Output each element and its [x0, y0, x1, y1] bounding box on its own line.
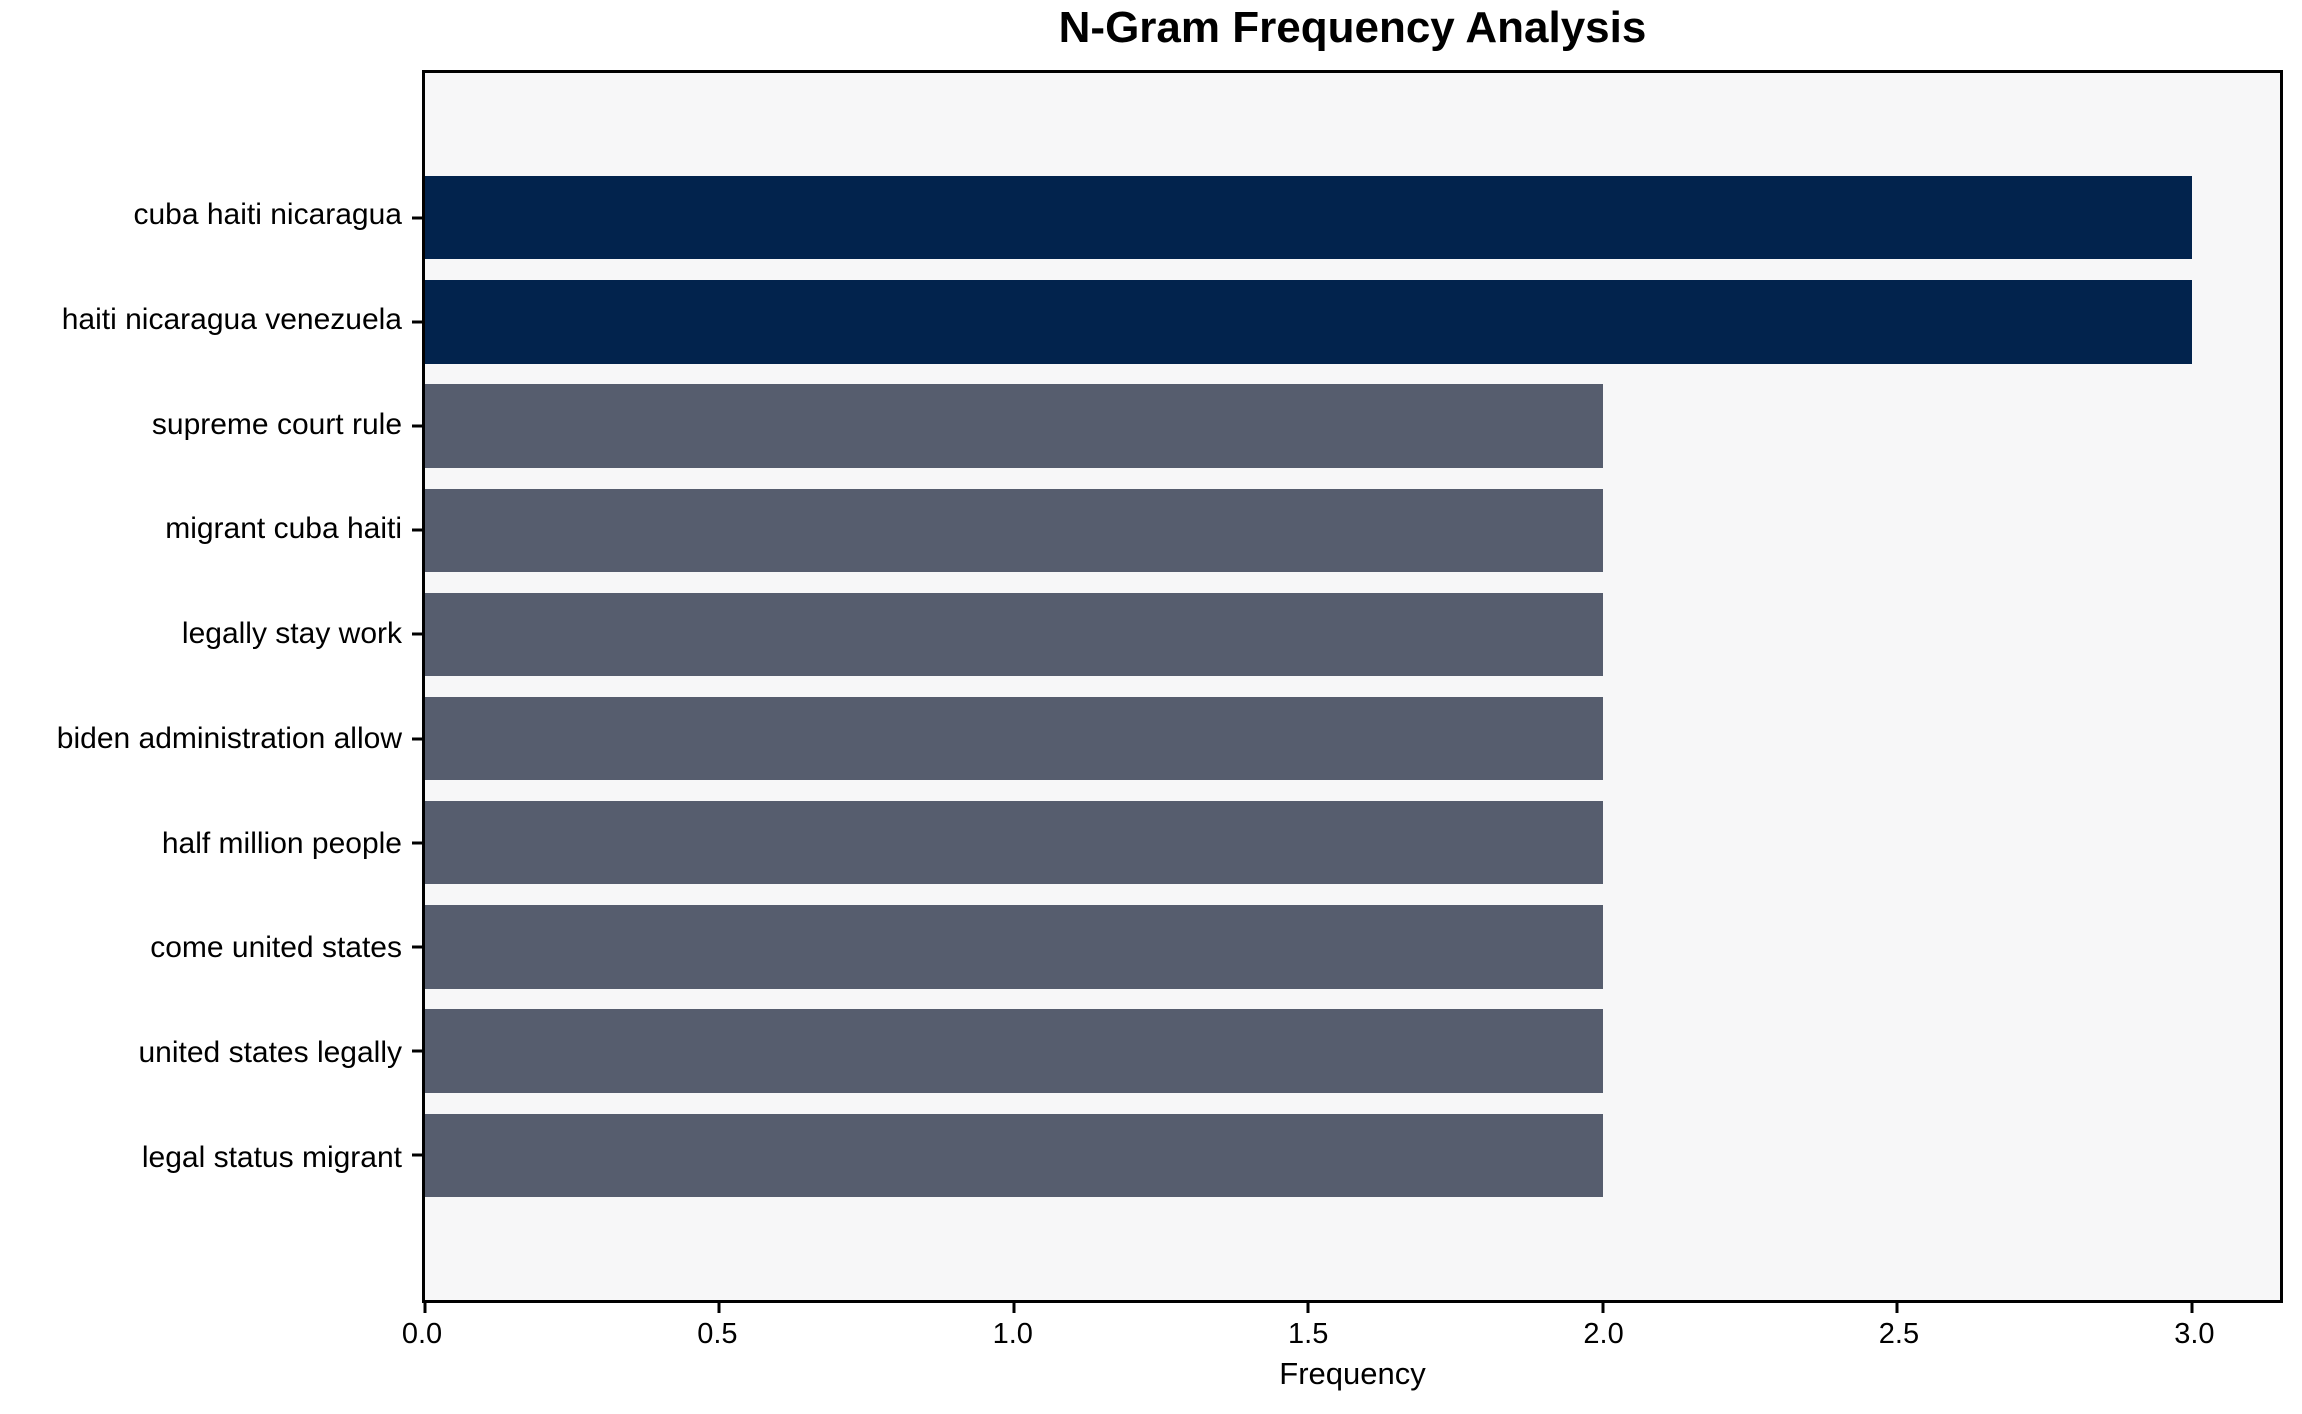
x-tick	[423, 1303, 427, 1313]
x-tick	[1306, 1303, 1310, 1313]
y-tick	[412, 1049, 422, 1053]
y-tick	[412, 424, 422, 428]
y-tick	[412, 320, 422, 324]
bar-come-united-states	[425, 905, 1603, 989]
y-tick	[412, 528, 422, 532]
y-axis-label: half million people	[161, 826, 402, 860]
x-tick-label: 2.0	[1583, 1318, 1624, 1350]
y-axis-label: legally stay work	[181, 617, 402, 651]
y-axis-label: legal status migrant	[141, 1140, 402, 1174]
x-tick-label: 1.5	[1288, 1318, 1329, 1350]
bar-legal-status-migrant	[425, 1113, 1603, 1197]
y-tick	[412, 632, 422, 636]
y-tick	[412, 216, 422, 220]
y-axis-label: united states legally	[138, 1035, 403, 1069]
bar-migrant-cuba-haiti	[425, 488, 1603, 572]
y-axis-label: haiti nicaragua venezuela	[61, 303, 402, 337]
bar-united-states-legally	[425, 1009, 1603, 1093]
bar-biden-administration-allow	[425, 696, 1603, 781]
x-tick	[717, 1303, 721, 1313]
bar-haiti-nicaragua-venezuela	[425, 280, 2192, 364]
x-tick	[2190, 1303, 2194, 1313]
x-tick	[1895, 1303, 1899, 1313]
y-axis-label: cuba haiti nicaragua	[133, 198, 402, 232]
y-tick	[412, 945, 422, 949]
bar-half-million-people	[425, 801, 1603, 885]
bar-legally-stay-work	[425, 592, 1603, 677]
chart-title: N-Gram Frequency Analysis	[1058, 3, 1647, 52]
y-axis-label: come united states	[150, 931, 402, 965]
x-tick-label: 2.5	[1878, 1318, 1920, 1350]
x-tick	[1601, 1303, 1605, 1313]
x-tick-label: 0.0	[401, 1318, 443, 1350]
x-tick-label: 0.5	[697, 1318, 738, 1350]
y-tick	[412, 737, 422, 741]
y-axis-label: biden administration allow	[56, 721, 402, 755]
plot-area	[412, 70, 2283, 1313]
y-axis-label: migrant cuba haiti	[165, 512, 402, 546]
x-tick	[1012, 1303, 1016, 1313]
bar-cuba-haiti-nicaragua	[425, 176, 2192, 260]
y-axis-label: supreme court rule	[151, 407, 402, 441]
x-tick-label: 3.0	[2174, 1318, 2215, 1350]
bar-supreme-court-rule	[425, 384, 1603, 468]
y-tick	[412, 841, 422, 845]
y-axis-labels: cuba haiti nicaragua haiti nicaragua vene…	[0, 70, 402, 1303]
x-tick-label: 1.0	[992, 1318, 1033, 1350]
x-axis-tick-labels: 0.0 0.5 1.0 1.5 2.0 2.5 3.0	[402, 1318, 2283, 1358]
y-tick	[412, 1153, 422, 1157]
x-axis-title: Frequency	[1279, 1356, 1426, 1391]
